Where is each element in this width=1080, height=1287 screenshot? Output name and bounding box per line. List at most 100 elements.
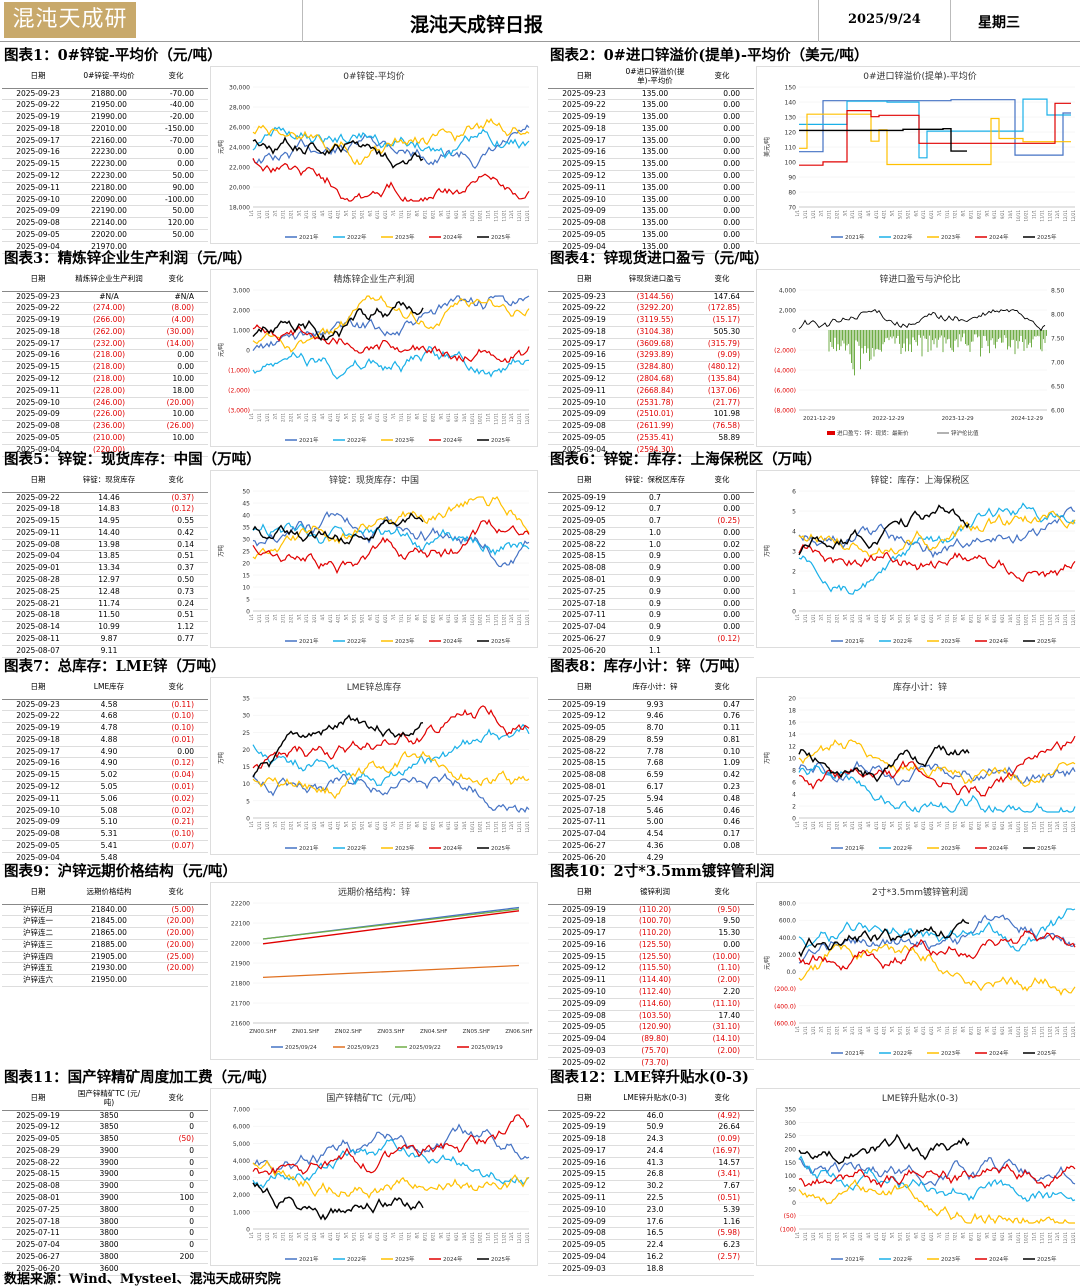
table-row: 沪锌连六 21950.00 <box>2 974 208 988</box>
chart-title: 0#锌锭-平均价 <box>343 70 405 82</box>
table-cell: (114.60) <box>620 998 690 1011</box>
x-tick-label: 2022-12-29 <box>872 416 904 422</box>
table-row: 2025-07-04 3800 0 <box>2 1239 208 1253</box>
series-line <box>798 930 1076 971</box>
table-cell: 5.06 <box>74 793 144 806</box>
x-tick-label: 4/21 <box>336 413 341 422</box>
legend-entry: 2024年 <box>443 436 463 444</box>
x-tick-label: 2/11 <box>827 210 832 219</box>
table-cell: 2025-09-10 <box>2 397 74 410</box>
column-header: 国产锌精矿TC (元/吨) <box>74 1086 144 1111</box>
x-tick-label: 9/1 <box>984 1026 989 1033</box>
column-header: 变化 <box>144 267 208 292</box>
x-tick-label: 12/21 <box>525 614 530 626</box>
x-tick-label: 9/21 <box>1000 821 1005 830</box>
x-tick-label: 1/11 <box>803 1232 808 1241</box>
table-cell: 2025-09-17 <box>2 338 74 351</box>
table-cell: 2025-06-27 <box>548 633 620 646</box>
table-row: 2025-09-22 (274.00) (8.00) <box>2 302 208 316</box>
x-tick-label: 3/21 <box>312 614 317 623</box>
x-tick-label: 2/21 <box>288 210 293 219</box>
table-row: 2025-09-22 135.00 0.00 <box>548 99 754 113</box>
table-cell: 0.00 <box>144 158 208 172</box>
table-cell: (21.77) <box>690 397 754 410</box>
x-tick-label: 10/1 <box>1008 614 1013 623</box>
table-cell: (0.25) <box>690 515 754 528</box>
table-cell: 4.90 <box>74 746 144 759</box>
x-tick-label: 3/21 <box>312 210 317 219</box>
x-tick-label: 12/1 <box>1055 1026 1060 1035</box>
table-cell: 0.51 <box>144 550 208 564</box>
table-cell: (232.00) <box>74 338 144 351</box>
table-cell: 2025-09-18 <box>2 503 74 517</box>
x-tick-label: 6/1 <box>367 210 372 217</box>
x-tick-label: 11/1 <box>1032 1026 1037 1035</box>
table-cell: 2025-07-04 <box>548 828 620 842</box>
table-cell: 8.70 <box>620 722 690 735</box>
chart-title: LME锌升贴水(0-3) <box>882 1092 958 1104</box>
legend-entry: 2023年 <box>395 637 415 645</box>
table-cell: 4.36 <box>620 840 690 853</box>
x-tick-label: 1/11 <box>803 821 808 830</box>
table-cell: 8.59 <box>620 734 690 747</box>
y-tick-label: 16 <box>788 720 796 727</box>
y-tick-label: 6 <box>792 489 796 496</box>
y2-tick-label: 8.00 <box>1051 312 1065 319</box>
x-tick-label: 4/1 <box>866 210 871 217</box>
x-tick-label: 4/1 <box>866 821 871 828</box>
table-cell: 21865.00 <box>74 927 144 940</box>
table-cell: (210.00) <box>74 432 144 445</box>
table-row: 2025-09-11 (114.40) (2.00) <box>548 974 754 988</box>
table-row: 2025-08-28 12.97 0.50 <box>2 574 208 587</box>
table-cell: 2025-08-07 <box>2 645 74 658</box>
series-line <box>252 1114 530 1176</box>
x-tick-label: 8/1 <box>415 1232 420 1239</box>
table-cell: 16.2 <box>620 1251 690 1264</box>
column-header: 变化 <box>144 675 208 700</box>
table-row: 2025-09-16 41.3 14.57 <box>548 1157 754 1170</box>
y-tick-label: 2,000 <box>779 308 796 315</box>
table-cell: 2025-08-08 <box>548 769 620 783</box>
table-cell: 2025-07-11 <box>548 816 620 830</box>
legend-entry: 2022年 <box>893 844 913 852</box>
x-tick-label: 4/1 <box>320 821 325 828</box>
x-tick-label: 12/1 <box>509 821 514 830</box>
table-cell: 46.0 <box>620 1110 690 1123</box>
table-cell: 0.00 <box>690 527 754 540</box>
y-tick-label: 1,000 <box>233 328 250 335</box>
x-tick-label: 4/1 <box>320 413 325 420</box>
y-tick-label: 22,000 <box>229 165 250 172</box>
table-cell: 101.98 <box>690 408 754 422</box>
table-cell: 2.20 <box>690 986 754 999</box>
legend-entry: 2024年 <box>989 844 1009 852</box>
table-cell: 2025-09-15 <box>2 515 74 528</box>
series-line <box>798 943 1076 996</box>
series-line <box>252 324 530 363</box>
series-line <box>798 1178 1075 1225</box>
legend-entry: 2025/09/19 <box>471 1045 503 1051</box>
table-row: 2025-09-19 (266.00) (4.00) <box>2 314 208 327</box>
table-cell: 10.00 <box>144 432 208 445</box>
legend-entry: 2025年 <box>1037 637 1057 645</box>
section-2: 图表2：0#进口锌溢价(提单)-平均价（美元/吨） 日期 0#进口锌溢价(提单)-平… <box>548 44 1080 254</box>
x-tick-label: 10/1 <box>462 614 467 623</box>
chart: 远期价格结构：锌 22200 22100 22000 21900 21800 21700 21… <box>210 882 538 1060</box>
table-cell: 2025-08-18 <box>2 609 74 623</box>
legend-entry: 2025/09/22 <box>409 1045 441 1051</box>
x-tick-label: 9/1 <box>438 210 443 217</box>
table-row: 2025-09-05 22.4 6.23 <box>548 1239 754 1253</box>
series-line <box>798 543 1076 583</box>
x-tick-label: 3/21 <box>858 210 863 219</box>
x-tick-label: 3/21 <box>312 1232 317 1241</box>
y-tick-label: 15 <box>242 764 250 771</box>
y-tick-label: 40 <box>242 513 250 520</box>
table-cell: 3600 <box>74 1263 144 1276</box>
x-tick-label: 8/21 <box>976 1026 981 1035</box>
x-tick-label: 10/21 <box>1024 1232 1029 1244</box>
table-cell: 2025-08-29 <box>2 1145 74 1158</box>
x-tick-label: 5/11 <box>898 1026 903 1035</box>
legend-entry: 2025年 <box>1037 1255 1057 1263</box>
table-cell: 0.00 <box>690 123 754 136</box>
x-tick-label: 6/21 <box>929 614 934 623</box>
table-cell: 2025-09-04 <box>548 1033 620 1047</box>
